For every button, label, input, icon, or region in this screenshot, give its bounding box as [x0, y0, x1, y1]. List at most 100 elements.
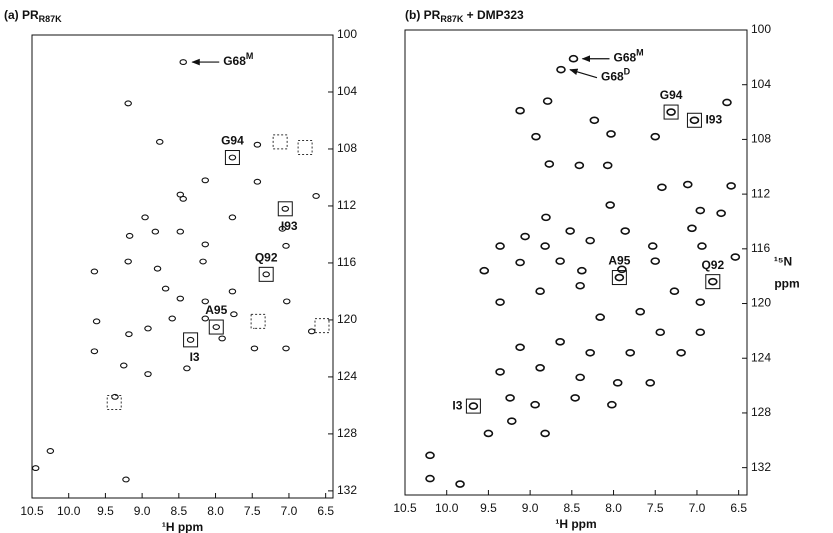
peak — [577, 266, 587, 275]
x-tick-label: 7.0 — [281, 504, 298, 518]
peak — [125, 331, 133, 338]
y-tick-label: 116 — [751, 241, 770, 255]
x-axis-label: ¹H ppm — [162, 520, 203, 533]
peak — [657, 183, 667, 192]
x-tick-label: 9.0 — [134, 504, 151, 518]
peak — [606, 130, 616, 138]
missing-peak-box — [106, 395, 122, 411]
peak — [144, 371, 152, 378]
peak — [281, 205, 290, 212]
arrow-label: G68D — [601, 67, 631, 84]
peak — [535, 364, 545, 372]
panel-title: (b) PRR87K + DMP323 — [405, 8, 524, 24]
x-tick-label: 9.0 — [522, 501, 539, 515]
peak-label: I3 — [452, 398, 462, 412]
peak — [650, 132, 661, 141]
peak-box — [663, 104, 679, 120]
x-tick-label: 7.5 — [244, 504, 261, 518]
peak — [155, 138, 164, 145]
missing-peak-box — [250, 313, 266, 329]
y-tick-label: 104 — [751, 77, 771, 91]
x-tick-label: 8.0 — [605, 501, 622, 515]
title-text: (a) PR — [4, 8, 39, 22]
peak — [556, 65, 566, 74]
peak — [495, 242, 505, 250]
peak — [228, 154, 237, 161]
peak — [570, 394, 580, 402]
peak — [695, 298, 706, 306]
peak — [425, 451, 435, 460]
peak — [607, 400, 617, 409]
peak — [505, 394, 515, 402]
peak — [262, 271, 270, 278]
peak — [90, 268, 99, 275]
peak — [125, 232, 134, 239]
peak — [555, 257, 565, 265]
missing-peak-box — [272, 134, 288, 150]
peak — [468, 402, 479, 410]
peak — [689, 116, 700, 125]
peak — [253, 178, 262, 185]
peak — [568, 54, 579, 63]
peak — [676, 348, 686, 357]
x-tick-label: 10.5 — [20, 504, 44, 518]
peak — [730, 253, 741, 261]
peak — [201, 241, 210, 248]
y-tick-label: 132 — [337, 483, 357, 497]
y-tick-label: 120 — [337, 312, 357, 326]
peak — [179, 195, 187, 202]
peak — [183, 365, 191, 372]
peak — [282, 345, 290, 352]
title-subscript: R87K — [39, 14, 63, 24]
peak — [542, 97, 553, 105]
peak — [620, 227, 631, 235]
peak-label: Q92 — [255, 251, 278, 265]
peak — [722, 98, 732, 107]
peak — [625, 348, 636, 357]
arrow-label: G68M — [223, 51, 253, 68]
y-tick-label: 100 — [751, 22, 771, 36]
peak — [176, 228, 185, 235]
peak — [253, 141, 262, 148]
y-tick-label: 132 — [751, 460, 771, 474]
peak — [515, 343, 525, 352]
panel-title: (a) PRR87K — [4, 8, 62, 24]
peak-label: I93 — [705, 112, 722, 126]
peak — [531, 132, 541, 141]
y-tick-label: 108 — [751, 132, 771, 146]
peak — [530, 400, 540, 409]
y-tick-label: 124 — [337, 369, 357, 383]
peak — [495, 368, 505, 376]
peak — [199, 258, 207, 265]
plot-frame — [31, 34, 334, 499]
peak — [141, 214, 149, 221]
peak — [250, 345, 259, 352]
arrow-label-text: G68 — [613, 51, 636, 65]
peak-label: A95 — [608, 254, 630, 268]
x-tick-label: 10.0 — [57, 504, 81, 518]
peak — [589, 116, 600, 125]
peak — [540, 429, 550, 438]
peak — [716, 209, 726, 218]
peak — [46, 448, 55, 454]
y-tick-label: 120 — [751, 296, 771, 310]
peak — [574, 161, 585, 170]
x-tick-label: 8.0 — [207, 504, 224, 518]
peak — [726, 182, 736, 190]
peak — [695, 328, 706, 337]
x-tick-label: 10.5 — [393, 501, 417, 515]
y-tick-label: 116 — [337, 255, 356, 269]
peak — [506, 417, 517, 425]
peak — [535, 287, 545, 296]
arrow-label-sup: M — [246, 51, 254, 61]
peak — [278, 225, 287, 232]
y-tick-label: 124 — [751, 350, 771, 364]
peak-label: G94 — [221, 134, 244, 148]
peak — [635, 307, 646, 316]
peak — [687, 224, 697, 233]
peak — [168, 315, 176, 322]
peak — [120, 362, 128, 369]
title-suffix: + DMP323 — [463, 8, 524, 22]
peak — [212, 324, 221, 330]
peak — [31, 465, 40, 472]
